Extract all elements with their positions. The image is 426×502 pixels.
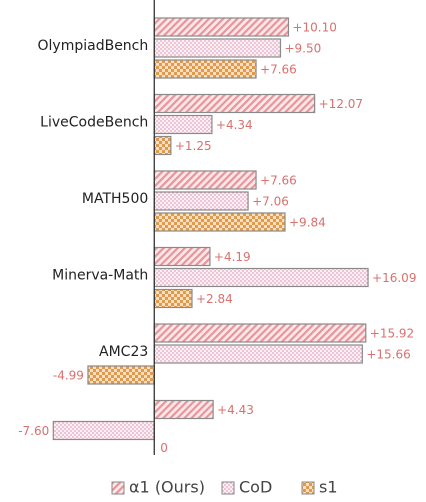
value-label: +9.50 — [284, 42, 321, 56]
value-label: -4.99 — [53, 369, 84, 383]
bar — [153, 288, 193, 309]
legend-swatch — [301, 481, 315, 495]
value-label: -7.60 — [18, 424, 49, 438]
value-label: +2.84 — [196, 292, 233, 306]
bar — [87, 365, 155, 385]
category-label: OlympiadBench — [38, 38, 149, 54]
value-label: +15.66 — [366, 348, 410, 362]
bar — [153, 246, 211, 267]
bar — [153, 212, 286, 232]
legend-swatch — [111, 481, 125, 495]
bar — [153, 38, 282, 58]
bar — [153, 170, 257, 190]
legend-label: s1 — [319, 478, 338, 497]
value-label: +4.43 — [217, 403, 254, 417]
bar — [153, 399, 214, 420]
value-label: +1.25 — [175, 139, 212, 153]
bar — [153, 323, 367, 343]
value-label: +7.66 — [260, 63, 297, 77]
category-label: LiveCodeBench — [40, 115, 148, 131]
category-label: MATH500 — [82, 191, 148, 207]
value-label: +10.10 — [292, 21, 336, 35]
bar — [153, 114, 213, 135]
value-label: +16.09 — [372, 271, 416, 285]
bar — [153, 267, 369, 288]
value-label: +4.34 — [216, 118, 253, 132]
bar — [153, 135, 172, 156]
value-label: +9.84 — [289, 216, 326, 230]
value-label: +7.06 — [252, 195, 289, 209]
legend-label: α1 (Ours) — [129, 478, 205, 497]
value-label: 0 — [160, 441, 168, 455]
bar — [153, 344, 363, 364]
category-label: Minerva-Math — [52, 268, 148, 284]
bar — [153, 17, 290, 37]
value-label: +7.66 — [260, 174, 297, 188]
bar — [52, 420, 155, 441]
value-label: +4.19 — [214, 250, 251, 264]
bar — [153, 59, 257, 79]
value-label: +15.92 — [370, 327, 414, 341]
bar — [153, 93, 316, 114]
legend-swatch — [221, 481, 235, 495]
category-label: AMC23 — [99, 344, 148, 360]
bar — [153, 191, 249, 211]
value-label: +12.07 — [319, 97, 363, 111]
legend-label: CoD — [239, 478, 272, 497]
